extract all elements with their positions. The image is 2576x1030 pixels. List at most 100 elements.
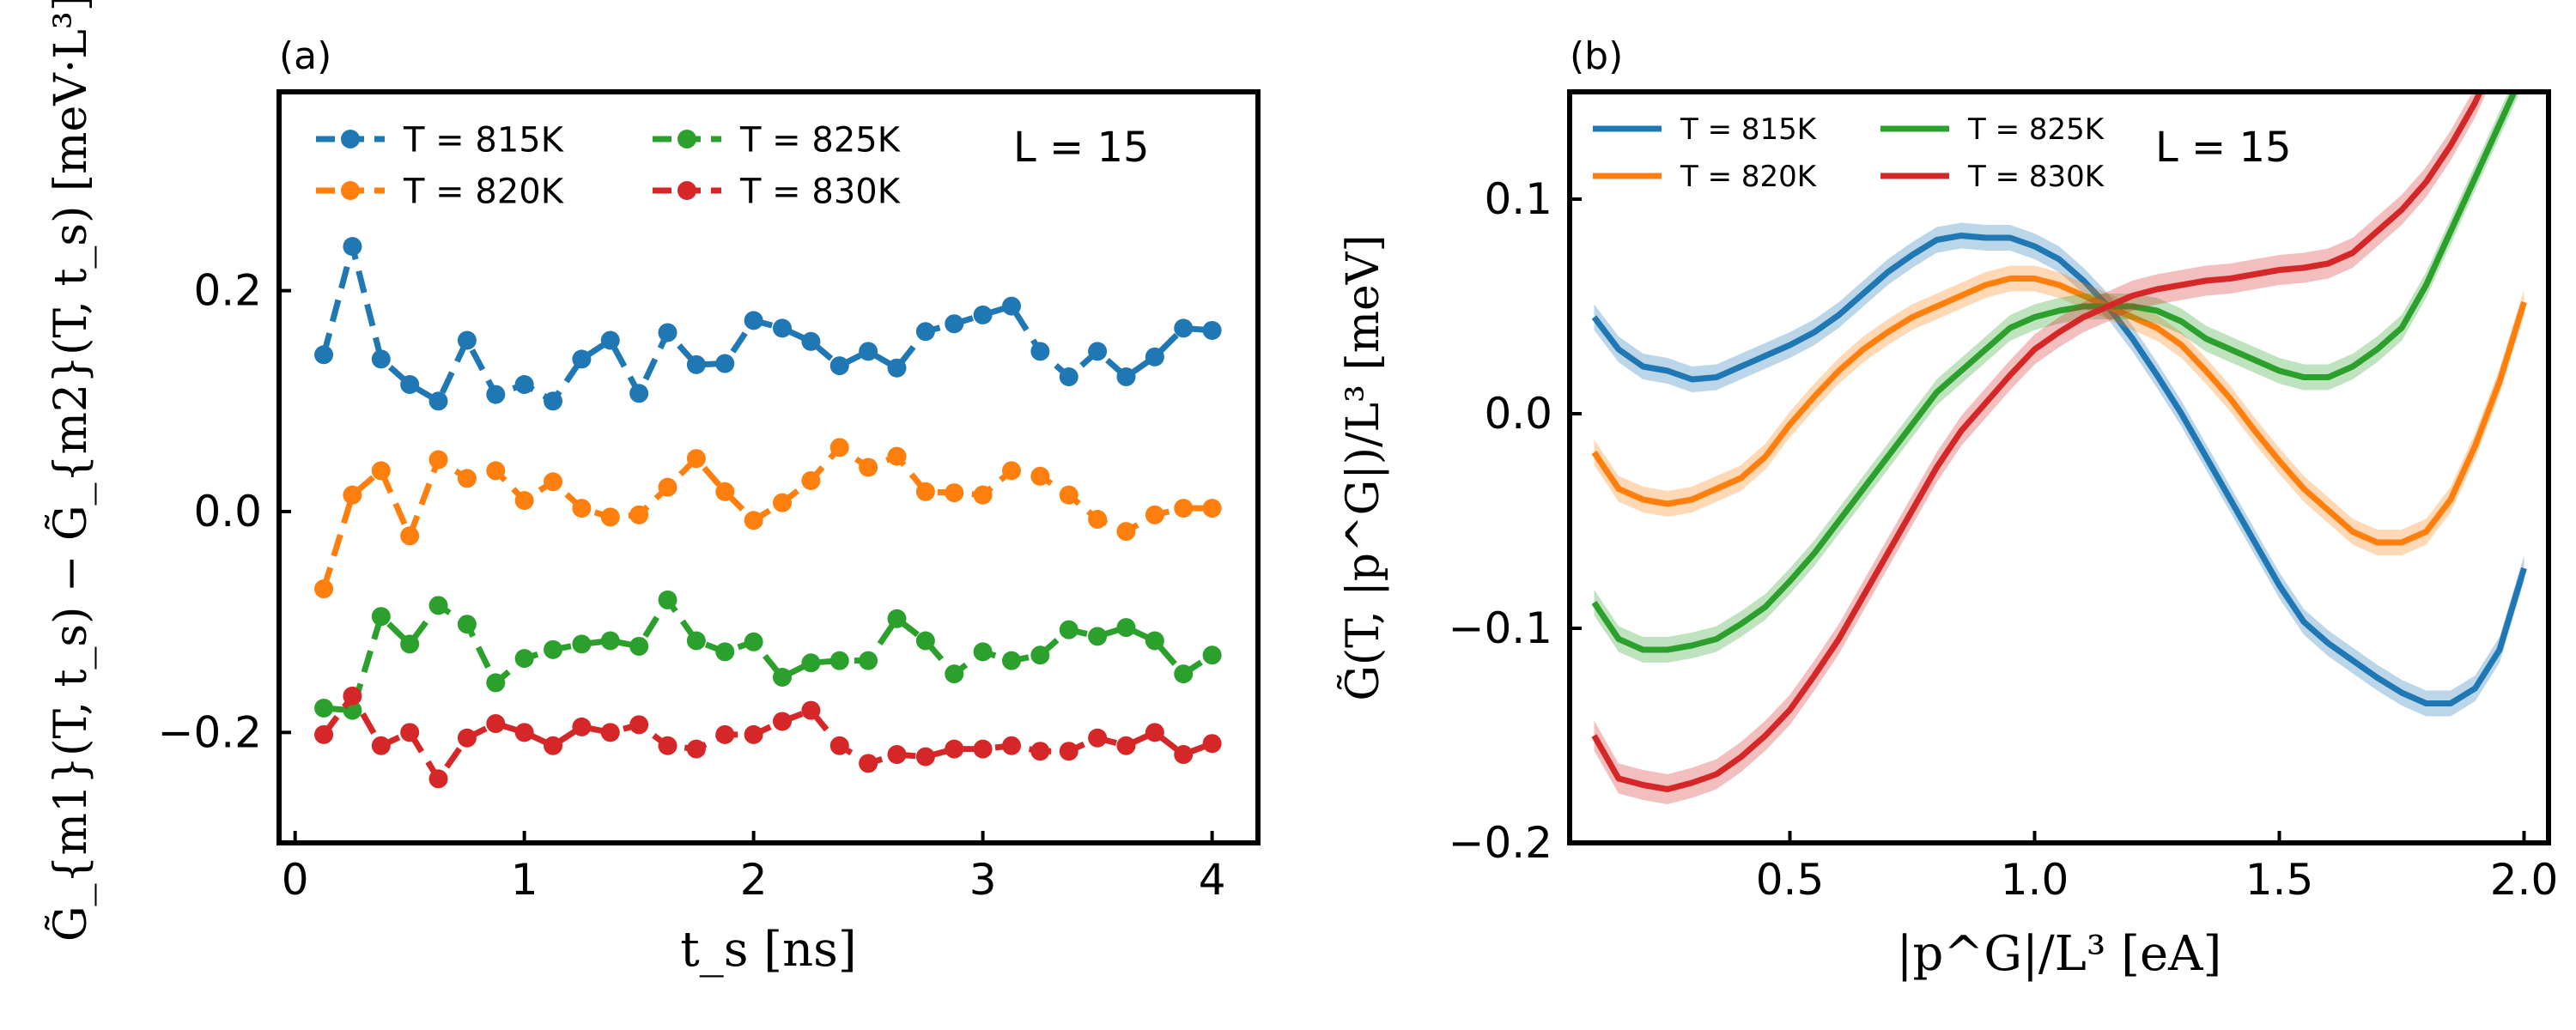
panel-a-legend-label-830: T = 830K [739,172,902,211]
panel-a-point-820 [887,446,907,466]
panel-a-point-820 [371,461,391,481]
panel-a-point-825 [744,632,763,651]
panel-a-point-825 [801,653,821,673]
panel-a-point-815 [1001,296,1021,316]
panel-a-point-820 [1001,461,1021,481]
panel-a-point-820 [629,505,649,524]
panel-a-point-830 [514,723,534,742]
panel-a-point-815 [887,358,907,378]
panel-a-point-830 [400,723,420,742]
panel-a-point-825 [457,615,477,634]
panel-a-y-tick-label: −0.2 [158,707,262,757]
panel-a-point-830 [1001,736,1021,755]
panel-a-x-tick-label: 2 [740,855,768,905]
panel-a-point-815 [1088,342,1108,361]
panel-b-x-tick-label: 0.5 [1756,855,1825,905]
panel-a-point-830 [572,717,592,736]
panel-a-point-815 [486,385,506,404]
panel-a-point-825 [600,631,620,651]
panel-a-point-830 [371,736,391,755]
panel-a-point-815 [629,384,649,403]
panel-a-point-825 [773,667,793,687]
panel-a-point-820 [1030,466,1050,486]
panel-a-point-815 [1145,347,1164,367]
panel-a-point-815 [1030,342,1050,361]
panel-b-legend-label-825: T = 825K [1967,112,2105,147]
panel-b-series-line-825 [1591,92,2518,653]
panel-a-point-830 [314,724,334,744]
panel-a-point-820 [829,438,849,457]
panel-a-point-830 [343,686,362,706]
panel-a-point-820 [1174,499,1194,518]
panel-b-band-820 [1594,265,2524,555]
panel-a-point-830 [629,715,649,735]
panel-b-y-tick-label: 0.1 [1484,174,1552,224]
panel-a-point-830 [859,754,878,773]
panel-a-point-815 [572,349,592,369]
panel-a-point-825 [400,634,420,654]
panel-a-point-830 [457,728,477,748]
panel-a-point-820 [572,499,592,518]
panel-b-x-tick-label: 1.0 [2001,855,2069,905]
panel-a-point-815 [915,322,935,342]
panel-a-point-815 [686,354,706,374]
panel-a-legend: T = 815K T = 820K T = 825K T = 830K [316,120,902,211]
panel-a-point-825 [1030,645,1050,665]
panel-b-series-line-820 [1591,276,2527,546]
panel-a-point-815 [343,237,362,257]
panel-a-point-815 [945,314,964,334]
panel-a-point-815 [658,323,677,342]
panel-a-y-axis-label: G̃_{m1}(T, t_s) − G̃_{m2}(T, t_s) [meV·L… [45,0,97,942]
panel-a-plot-area [314,237,1222,789]
panel-b-series-line-815 [1591,233,2527,706]
panel-a-point-820 [686,449,706,469]
panel-a-point-820 [1116,522,1136,542]
panel-a-point-815 [544,391,563,411]
panel-a-point-815 [371,349,391,369]
panel-b-series-group [1591,92,2527,804]
panel-a-point-825 [371,607,391,627]
panel-b-band-815 [1594,222,2524,717]
panel-a-point-815 [600,330,620,350]
panel-a-point-815 [715,354,735,373]
panel-a-point-830 [658,736,677,755]
panel-a-y-tick-label: 0.0 [193,487,262,536]
panel-a-series-line-825 [323,597,1214,714]
panel-a-point-830 [829,736,849,755]
panel-a-point-815 [1059,367,1078,386]
panel-b-legend-label-820: T = 820K [1680,160,1818,194]
panel-a-point-815 [773,318,793,338]
panel-a-point-820 [945,483,964,503]
panel-b-x-axis-label: |p^G|/L³ [eA] [1897,926,2222,982]
panel-a-point-815 [744,311,763,330]
panel-a-point-825 [314,699,334,718]
panel-a-point-815 [514,374,534,394]
panel-a-series-group [314,237,1222,789]
panel-a-point-825 [915,631,935,651]
panel-a-point-830 [1030,742,1050,761]
panel-a-point-820 [1145,505,1164,524]
panel-a-point-825 [715,642,735,662]
panel-a-point-825 [945,664,964,684]
panel-a-point-825 [1116,618,1136,638]
panel-a-ticks: 0 1 2 3 4 −0.2 0.0 0.2 [158,266,1226,905]
panel-a-point-815 [973,305,993,324]
panel-a-point-825 [486,673,506,693]
panel-a-legend-label-825: T = 825K [739,120,902,160]
panel-a-point-830 [973,739,993,759]
panel-b-y-tick-label: −0.1 [1449,603,1552,653]
panel-a-legend-marker-830 [677,181,696,200]
panel-a-point-830 [801,700,821,720]
panel-b-y-tick-label: −0.2 [1449,818,1552,868]
panel-a-point-815 [1202,320,1222,340]
panel-a-point-825 [544,639,563,659]
panel-a-x-axis-label: t_s [ns] [680,922,857,978]
panel-a-legend-marker-825 [677,130,696,148]
panel-a-point-825 [1059,620,1078,639]
panel-a-point-820 [715,482,735,501]
panel-a-point-820 [400,526,420,546]
panel-a-point-815 [801,331,821,351]
panel-a-point-820 [457,469,477,488]
panel-b-x-tick-label: 2.0 [2490,855,2559,905]
